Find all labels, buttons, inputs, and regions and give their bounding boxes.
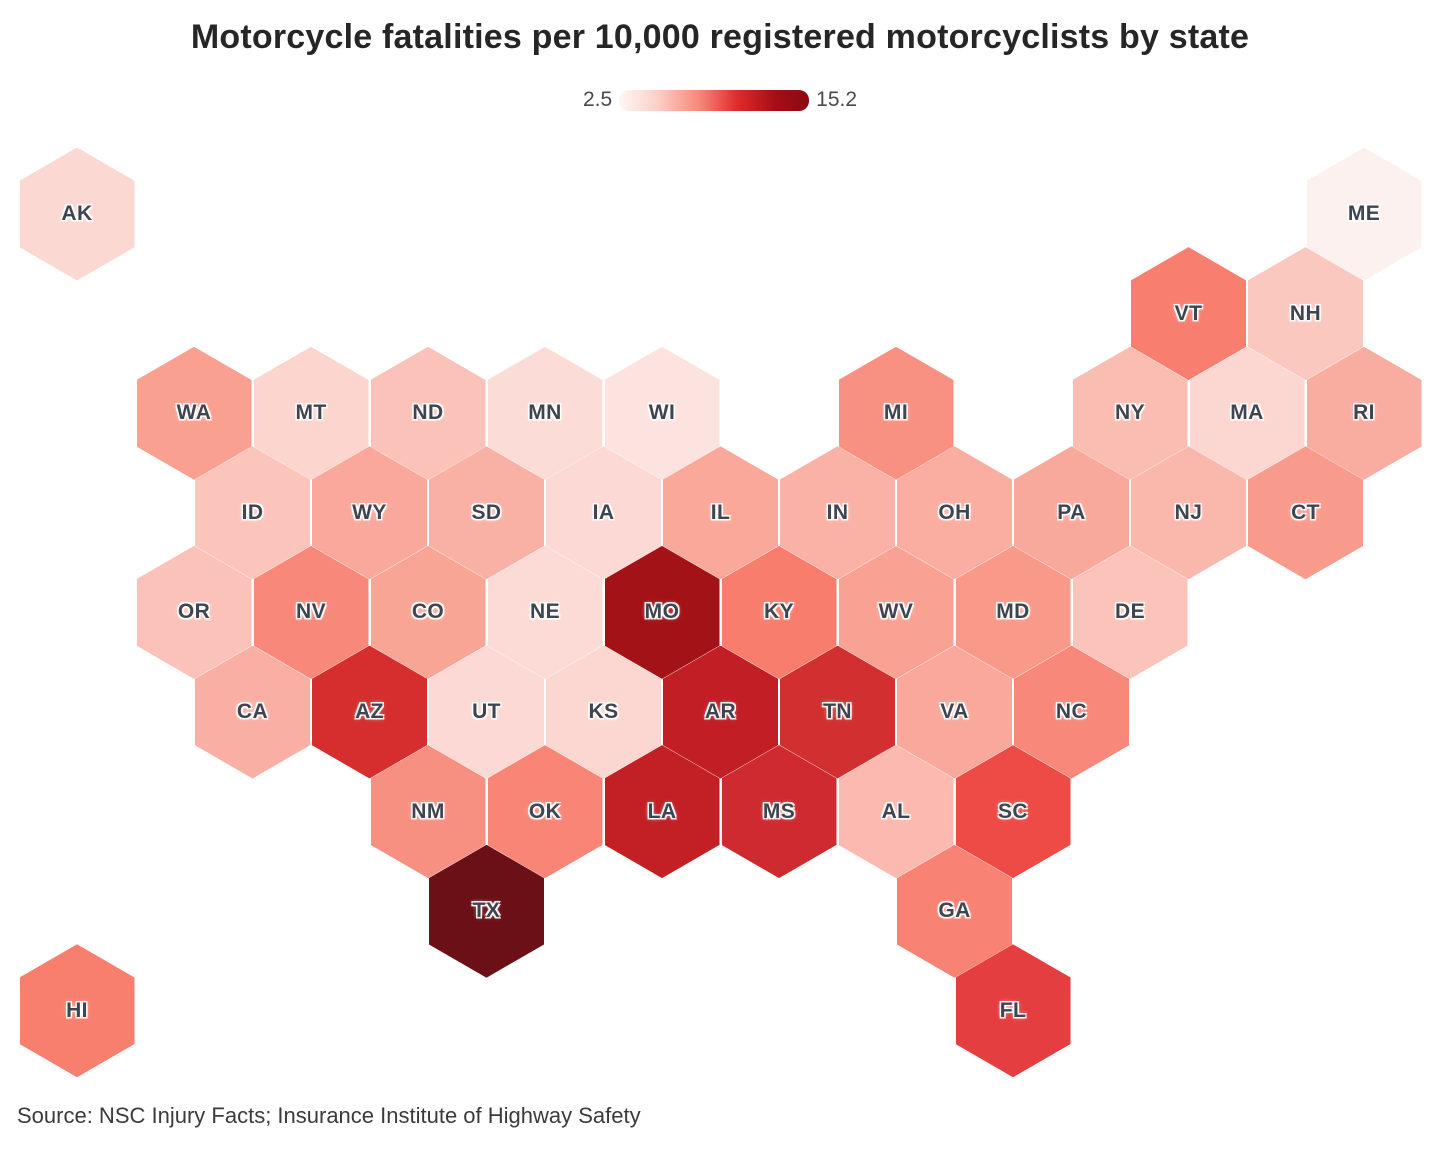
legend-max-label: 15.2	[816, 88, 858, 111]
state-label: CA	[236, 700, 269, 723]
hex-ky: KY	[721, 545, 837, 679]
state-label: MS	[762, 799, 796, 823]
state-label: ND	[412, 401, 444, 425]
hex-co: CO	[370, 545, 486, 679]
hex-va: VA	[897, 645, 1012, 779]
legend-gradient-bar	[619, 89, 810, 111]
state-label: IA	[592, 500, 615, 524]
state-label: WA	[176, 401, 212, 425]
state-label: LA	[647, 799, 677, 823]
hex-oh: OH	[897, 446, 1012, 580]
state-label: NE	[530, 600, 560, 624]
state-label: NH	[1289, 301, 1322, 325]
state-label: ME	[1347, 202, 1381, 225]
color-legend: 2.5 15.2	[0, 88, 1440, 112]
state-label: DE	[1115, 600, 1145, 624]
state-label: MA	[1230, 401, 1264, 425]
state-label: WI	[648, 401, 676, 425]
state-label: MO	[644, 600, 680, 624]
state-label: HI	[66, 998, 88, 1022]
state-label: AR	[704, 700, 737, 723]
hex-nm: NM	[370, 745, 486, 879]
hex-nv: NV	[253, 545, 369, 679]
state-label: AK	[61, 202, 93, 225]
state-label: NJ	[1174, 500, 1203, 524]
state-label: IN	[826, 500, 849, 524]
hex-az: AZ	[312, 645, 427, 779]
state-label: KY	[764, 600, 794, 624]
state-label: NM	[411, 799, 445, 823]
state-label: NC	[1055, 700, 1088, 723]
hex-ia: IA	[546, 446, 661, 580]
hex-tx: TX	[429, 844, 544, 978]
state-label: GA	[938, 899, 971, 923]
state-label: AL	[881, 799, 911, 823]
state-label: OR	[177, 600, 211, 624]
state-label: CT	[1291, 500, 1320, 524]
state-label: UT	[472, 700, 501, 723]
state-label: SC	[998, 799, 1028, 823]
hex-or: OR	[136, 545, 252, 679]
state-label: CO	[411, 600, 445, 624]
state-label: WV	[878, 600, 914, 624]
legend-min-label: 2.5	[582, 88, 613, 111]
hex-ga: GA	[897, 844, 1012, 978]
state-label: TN	[823, 700, 852, 723]
state-label: NV	[296, 600, 326, 624]
state-label: MD	[996, 600, 1030, 624]
hex-la: LA	[604, 745, 720, 879]
state-label: IL	[710, 500, 731, 524]
state-label: NY	[1115, 401, 1145, 425]
state-label: SD	[471, 500, 502, 524]
state-label: TX	[472, 899, 501, 923]
state-label: VT	[1174, 301, 1203, 325]
state-label: OH	[938, 500, 971, 524]
state-label: MT	[295, 401, 327, 425]
state-label: PA	[1057, 500, 1086, 524]
hex-wv: WV	[838, 545, 954, 679]
state-label: AZ	[355, 700, 384, 723]
hex-il: IL	[663, 446, 778, 580]
hex-tn: TN	[780, 645, 895, 779]
chart-title: Motorcycle fatalities per 10,000 registe…	[190, 18, 1250, 56]
source-note: Source: NSC Injury Facts; Insurance Inst…	[17, 1103, 641, 1128]
state-label: OK	[528, 799, 562, 823]
hex-ut: UT	[429, 645, 544, 779]
hex-mi: MI	[838, 346, 954, 480]
state-label: MI	[883, 401, 909, 425]
state-label: RI	[1353, 401, 1375, 425]
hex-ca: CA	[195, 645, 310, 779]
state-label: WY	[352, 500, 387, 524]
hex-in: IN	[780, 446, 895, 580]
hex-wi: WI	[604, 346, 720, 480]
state-label: VA	[940, 700, 969, 723]
hex-ne: NE	[487, 545, 603, 679]
hex-al: AL	[838, 745, 954, 879]
hex-ks: KS	[546, 645, 661, 779]
state-label: ID	[241, 500, 264, 524]
state-label: MN	[528, 401, 562, 425]
hex-hi: HI	[19, 944, 135, 1078]
hex-ak: AK	[19, 147, 135, 281]
state-label: KS	[588, 700, 619, 723]
hex-mo: MO	[604, 545, 720, 679]
hex-ok: OK	[487, 745, 603, 879]
hex-ar: AR	[663, 645, 778, 779]
hex-ms: MS	[721, 745, 837, 879]
state-label: FL	[999, 998, 1027, 1022]
